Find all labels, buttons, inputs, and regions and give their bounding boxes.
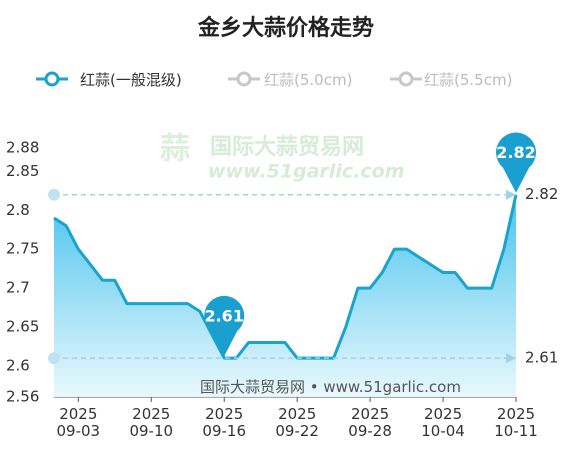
y-tick-label: 2.75 xyxy=(6,240,39,258)
pin xyxy=(204,295,245,357)
pin xyxy=(496,132,536,193)
mark-line-start xyxy=(48,188,60,201)
y-tick-label: 2.88 xyxy=(6,139,39,157)
x-tick-label: 2025 09-22 xyxy=(275,405,319,440)
y-tick-label: 2.6 xyxy=(6,356,30,374)
legend-label: 红蒜(5.0cm) xyxy=(264,71,353,89)
y-tick-label: 2.56 xyxy=(6,388,39,406)
y-tick-label: 2.8 xyxy=(6,201,30,219)
legend-dot xyxy=(236,71,252,87)
chart-title: 金乡大蒜价格走势 xyxy=(197,16,374,41)
legend-dot xyxy=(44,71,60,87)
x-tick-label: 2025 10-11 xyxy=(494,405,538,440)
logo-icon: 蒜 xyxy=(160,132,190,167)
mark-line-start xyxy=(48,352,60,365)
y-tick-label: 2.65 xyxy=(6,317,39,335)
mark-line-label: 2.82 xyxy=(525,185,558,203)
pin-label: 2.82 xyxy=(496,143,535,162)
pin-label: 2.61 xyxy=(204,307,243,326)
y-tick-label: 2.7 xyxy=(6,279,30,297)
x-tick-label: 2025 09-03 xyxy=(56,405,101,440)
x-tick-label: 2025 09-10 xyxy=(129,405,174,440)
mark-line-label: 2.61 xyxy=(525,349,558,367)
legend-label: 红蒜(一般混级) xyxy=(80,71,182,89)
logo-url: www.51garlic.com xyxy=(208,161,405,183)
area xyxy=(54,194,516,397)
x-tick-label: 2025 10-04 xyxy=(421,405,465,440)
legend-dot xyxy=(398,71,414,87)
logo-title: 国际大蒜贸易网 xyxy=(210,135,364,160)
legend-label: 红蒜(5.5cm) xyxy=(424,71,513,89)
y-tick-label: 2.85 xyxy=(6,162,39,180)
footer-watermark: 国际大蒜贸易网 • www.51garlic.com xyxy=(200,378,461,396)
mark-line-arrow xyxy=(506,189,516,200)
mark-line-arrow xyxy=(506,353,516,364)
x-tick-label: 2025 09-16 xyxy=(202,405,246,440)
x-tick-label: 2025 09-28 xyxy=(348,405,392,440)
line xyxy=(53,194,518,360)
